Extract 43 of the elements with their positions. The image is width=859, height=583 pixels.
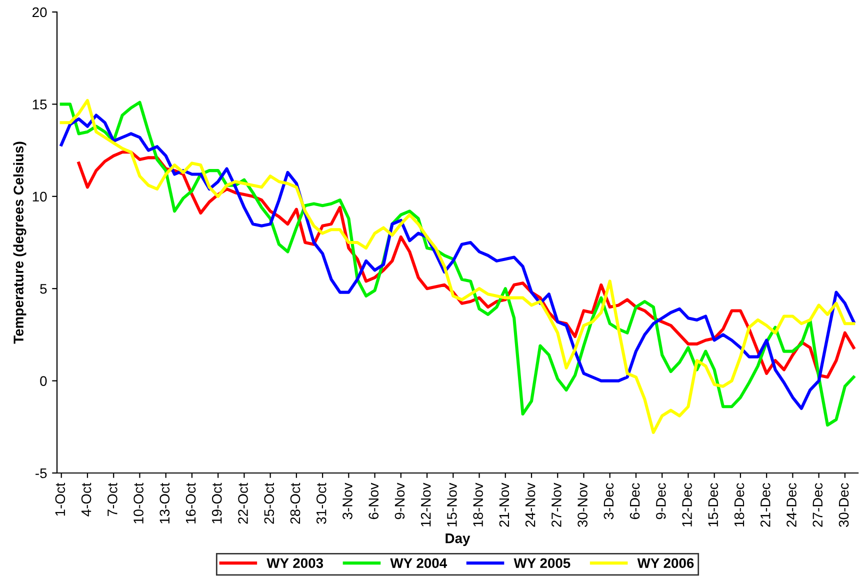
y-tick-label: 5: [40, 284, 47, 294]
x-tick-label: 9-Dec: [656, 483, 666, 520]
x-tick-label: 7-Oct: [107, 482, 118, 516]
x-tick-label: 24-Nov: [525, 482, 536, 527]
x-tick-label: 27-Nov: [552, 482, 562, 527]
x-tick-label: 27-Dec: [812, 483, 823, 527]
legend-label: WY 2004: [390, 558, 448, 568]
x-tick-label: 13-Oct: [160, 482, 170, 524]
legend-label: WY 2006: [637, 558, 694, 568]
x-tick-label: 31-Oct: [316, 482, 326, 524]
y-tick-label: 15: [32, 100, 47, 110]
x-tick-label: 3-Nov: [342, 482, 352, 520]
x-tick-label: 1-Oct: [55, 482, 66, 516]
x-tick-label: 15-Nov: [447, 482, 457, 526]
x-tick-label: 12-Dec: [682, 483, 692, 526]
x-tick-label: 25-Oct: [264, 482, 274, 524]
x-tick-label: 12-Nov: [420, 482, 431, 526]
x-tick-label: 18-Dec: [734, 483, 744, 526]
y-tick-label: 0: [40, 376, 47, 386]
x-tick-label: 24-Dec: [786, 483, 796, 527]
y-tick-label: -5: [36, 468, 47, 478]
x-tick-label: 6-Dec: [630, 483, 640, 520]
y-tick-label: 10: [32, 192, 47, 202]
x-tick-label: 3-Dec: [604, 483, 614, 520]
y-axis-title: Temperature (degrees Celsius): [13, 142, 26, 344]
x-tick-label: 30-Nov: [578, 482, 588, 527]
x-tick-label: 18-Nov: [473, 482, 483, 526]
x-tick-label: 19-Oct: [212, 482, 222, 524]
x-tick-label: 21-Dec: [760, 483, 770, 527]
x-tick-label: 6-Nov: [368, 482, 379, 520]
x-tick-label: 15-Dec: [708, 483, 718, 526]
x-tick-label: 16-Oct: [186, 482, 196, 524]
x-tick-label: 28-Oct: [290, 482, 300, 524]
x-tick-label: 4-Oct: [81, 482, 92, 516]
x-tick-label: 30-Dec: [838, 483, 849, 527]
x-tick-label: 10-Oct: [134, 482, 144, 524]
x-tick-label: 9-Nov: [394, 482, 405, 520]
legend-label: WY 2003: [266, 558, 324, 568]
y-tick-label: 20: [32, 7, 47, 18]
x-axis-title: Day: [446, 534, 470, 546]
x-tick-label: 22-Oct: [238, 482, 248, 524]
x-tick-label: 21-Nov: [499, 482, 510, 527]
legend-label: WY 2005: [514, 558, 570, 568]
